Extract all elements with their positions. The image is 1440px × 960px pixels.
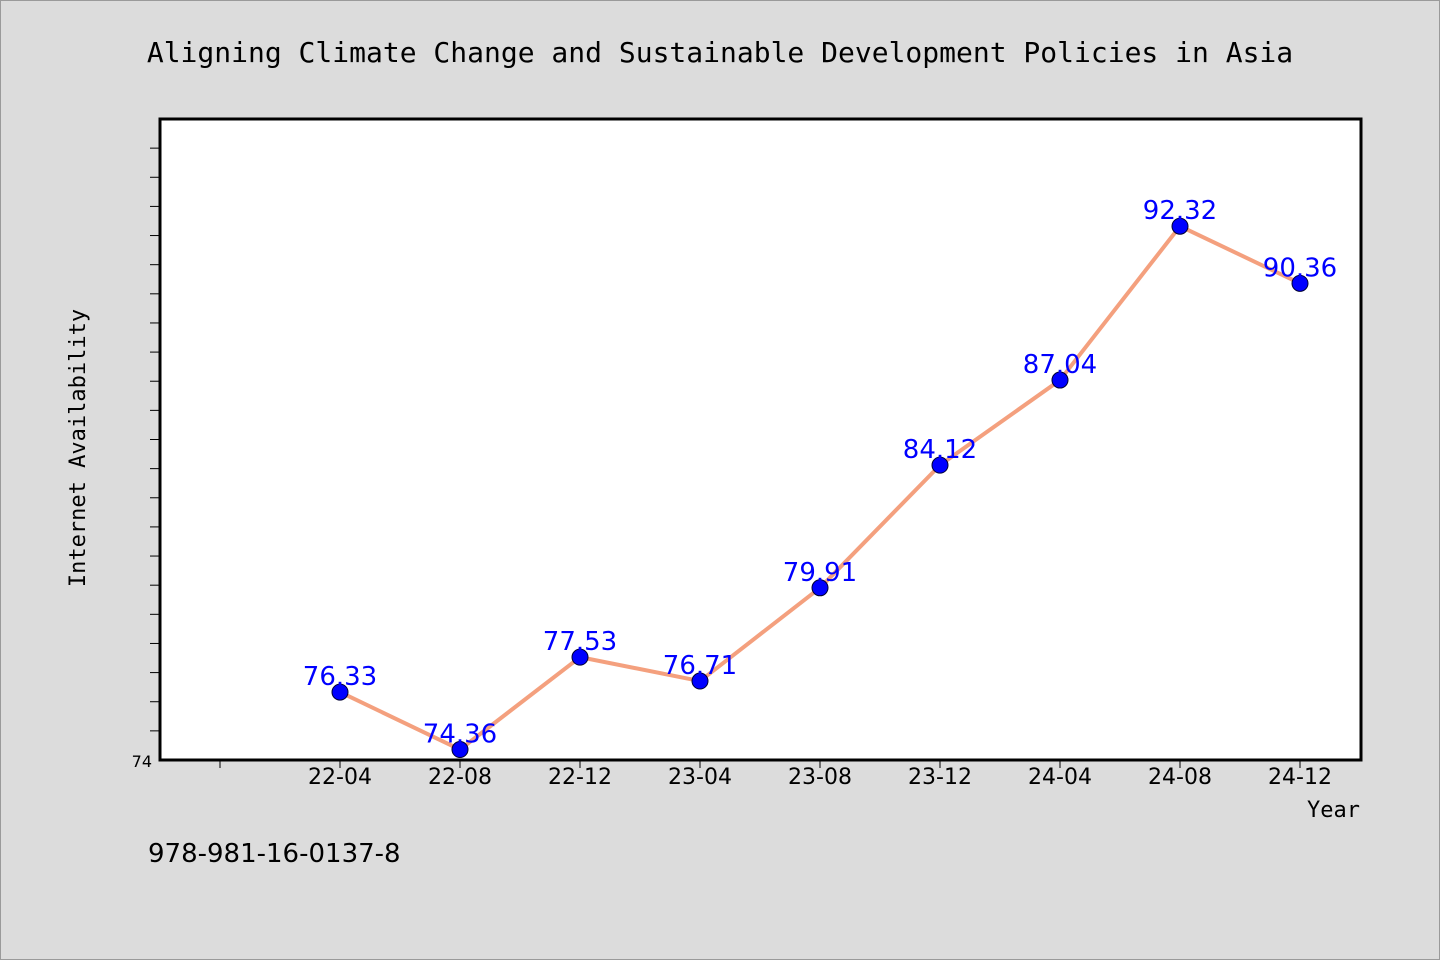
- data-label: 92.32: [1143, 196, 1217, 226]
- data-label: 74.36: [423, 720, 497, 750]
- data-point: [691, 672, 709, 690]
- x-tick-label: 23-12: [908, 765, 972, 790]
- x-axis-label: Year: [1307, 798, 1360, 823]
- data-point: [1291, 274, 1309, 292]
- data-point: [811, 579, 829, 597]
- x-axis-ticks: 22-04 22-08 22-12 23-04 23-08 23-12 24-04 24-08…: [219, 760, 1332, 790]
- data-label: 87.04: [1023, 350, 1097, 380]
- data-label: 90.36: [1263, 253, 1337, 283]
- x-tick-label: 24-04: [1028, 765, 1092, 790]
- data-point: [331, 683, 349, 701]
- data-label: 77.53: [543, 627, 617, 657]
- y-tick-label-min: 74: [132, 752, 152, 771]
- y-axis-label: Internet Availability: [66, 309, 91, 587]
- chart-title: Aligning Climate Change and Sustainable …: [147, 36, 1293, 69]
- data-label: 79.91: [783, 558, 857, 588]
- data-point: [1171, 217, 1189, 235]
- x-tick-label: 22-12: [548, 765, 612, 790]
- x-tick-label: 22-08: [428, 765, 492, 790]
- data-label: 84.12: [903, 435, 977, 465]
- data-label: 76.71: [663, 651, 737, 681]
- data-label: 76.33: [303, 662, 377, 692]
- x-tick-label: 24-08: [1148, 765, 1212, 790]
- x-tick-label: 23-04: [668, 765, 732, 790]
- plot-area: [158, 117, 1363, 762]
- data-point: [451, 741, 469, 759]
- data-point: [1051, 371, 1069, 389]
- data-point: [571, 648, 589, 666]
- data-point: [931, 456, 949, 474]
- x-tick-label: 24-12: [1268, 765, 1332, 790]
- x-tick-label: 22-04: [308, 765, 372, 790]
- x-tick-label: 23-08: [788, 765, 852, 790]
- series-layer: 76.33 74.36 77.53 76.71 79.91 84.12 87.04 92.32…: [303, 196, 1337, 759]
- y-axis-ticks: [150, 147, 160, 732]
- isbn-text: 978-981-16-0137-8: [148, 839, 401, 869]
